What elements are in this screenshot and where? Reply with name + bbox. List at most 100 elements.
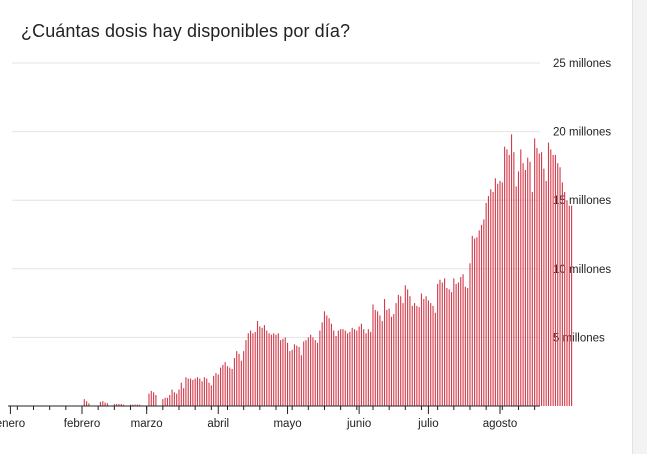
bar (220, 367, 222, 406)
bar (289, 351, 291, 406)
bar (189, 378, 192, 406)
bar (222, 364, 224, 406)
y-tick-label: 10 millones (553, 264, 611, 276)
bar (268, 333, 270, 406)
bar (328, 318, 330, 406)
bar (529, 161, 531, 406)
bar (476, 237, 478, 406)
bar (407, 289, 409, 406)
bar (116, 403, 118, 406)
bar (464, 286, 466, 406)
bar (129, 404, 132, 406)
bar (522, 163, 524, 406)
bar (187, 378, 189, 406)
bar (166, 397, 168, 406)
bar (206, 378, 208, 406)
bar (524, 170, 526, 406)
bar (203, 377, 205, 406)
bar (381, 320, 383, 406)
bar (377, 311, 379, 406)
bar (383, 298, 386, 406)
bar (183, 388, 185, 406)
bar (148, 393, 150, 406)
bar (395, 303, 397, 406)
bar (259, 326, 261, 406)
bar (388, 308, 390, 406)
bar (113, 403, 115, 406)
bar (356, 330, 358, 406)
bar (312, 337, 314, 406)
bar (305, 340, 307, 406)
chart-title: ¿Cuántas dosis hay disponibles por día? (21, 21, 351, 41)
bar (390, 316, 393, 406)
bar (471, 235, 473, 406)
bar (360, 323, 362, 406)
bar (337, 330, 339, 406)
bar (317, 342, 319, 406)
bar (201, 381, 203, 406)
bar (460, 277, 462, 406)
bar (226, 366, 229, 406)
bar (531, 191, 533, 406)
bar (416, 305, 418, 406)
bar (323, 311, 326, 406)
bar (224, 362, 226, 406)
bar (501, 182, 503, 406)
bar (102, 401, 104, 406)
x-tick-label: julio (417, 418, 438, 430)
bar (474, 238, 476, 406)
bar (215, 373, 217, 406)
bar (284, 337, 286, 406)
bar (347, 333, 349, 406)
bar (196, 377, 199, 406)
bar (457, 282, 459, 406)
bar (236, 351, 238, 406)
x-tick-label: enero (0, 418, 25, 430)
bar (379, 315, 381, 406)
bar (437, 283, 439, 406)
bar (374, 309, 376, 406)
bar (319, 330, 321, 406)
bar (310, 334, 312, 406)
bar (286, 342, 289, 406)
bar (169, 395, 171, 406)
chart-svg: 5 millones 10 millones 15 millones 20 millo… (0, 58, 611, 430)
bar (296, 345, 298, 406)
bar (571, 205, 573, 406)
bar (261, 327, 263, 406)
bar (467, 288, 469, 406)
bar (386, 309, 388, 406)
bar (439, 279, 441, 406)
bar (303, 341, 305, 406)
bar (568, 205, 570, 406)
bar (494, 178, 496, 406)
bar (510, 134, 513, 406)
bar (349, 331, 351, 406)
bar (425, 296, 427, 406)
bar (446, 288, 448, 406)
bar (543, 168, 545, 406)
bar (250, 330, 252, 406)
bar (469, 263, 471, 406)
bar (499, 180, 501, 406)
bar (561, 182, 563, 406)
bar (199, 378, 201, 406)
bar (506, 149, 508, 406)
bar (423, 298, 425, 406)
bar (229, 367, 231, 406)
x-tick-label: marzo (131, 418, 163, 430)
bar (326, 315, 328, 406)
bar (88, 403, 90, 406)
x-tick-label: mayo (273, 418, 301, 430)
bar (478, 230, 480, 406)
bar (418, 307, 420, 406)
bar (273, 333, 275, 406)
bar (298, 347, 300, 406)
bar (515, 186, 517, 406)
bar (275, 334, 277, 406)
bar (545, 180, 547, 406)
bar (266, 330, 268, 406)
y-tick-label: 25 millones (553, 58, 611, 70)
bar (185, 377, 187, 406)
bar (427, 300, 429, 406)
